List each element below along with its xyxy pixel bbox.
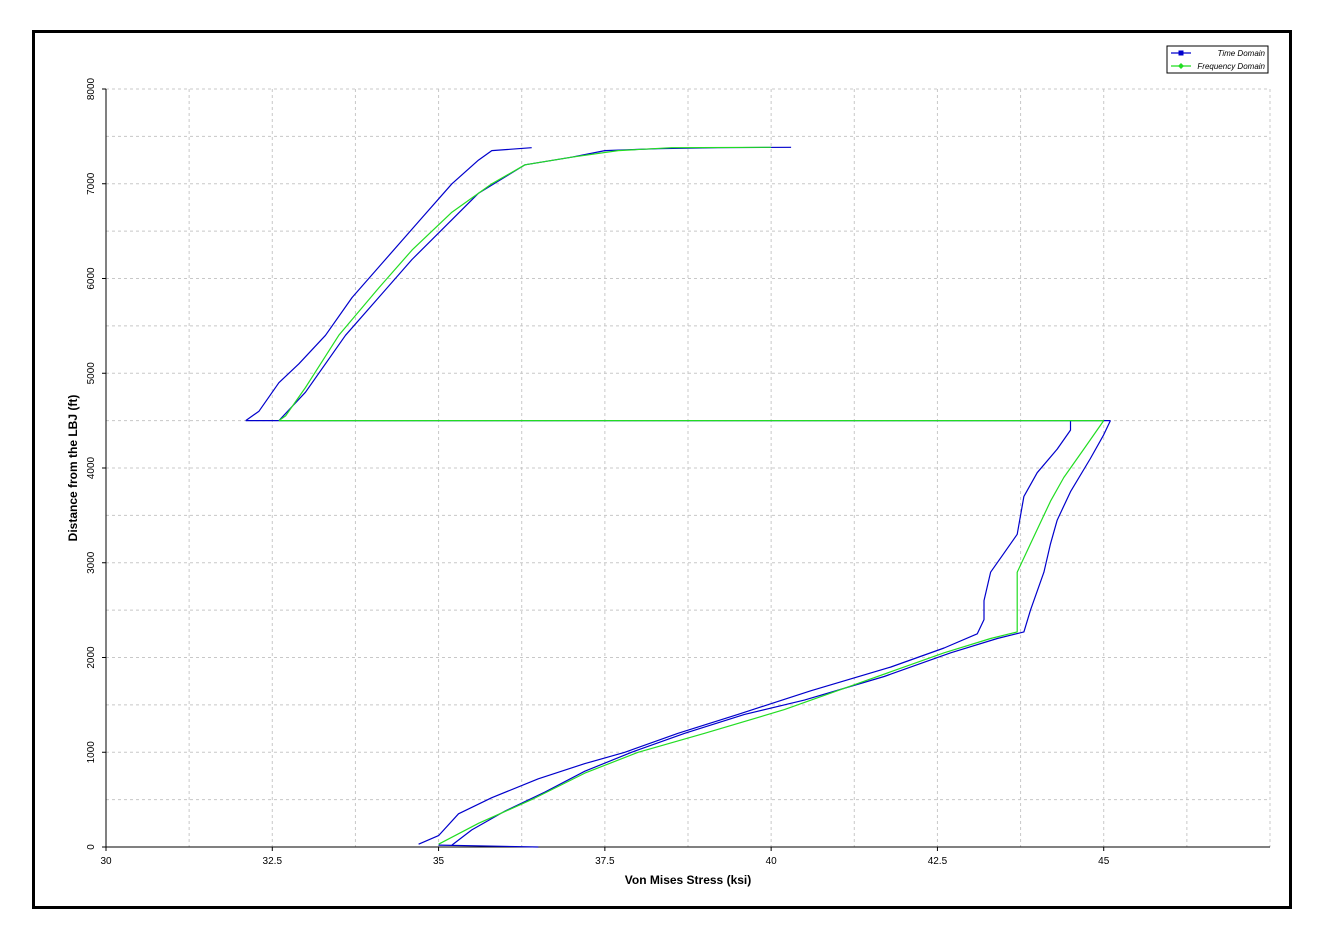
y-tick-label: 7000 [86, 172, 97, 195]
x-tick-label: 37.5 [595, 856, 615, 867]
series-frequency-domain-line [278, 146, 772, 422]
axes [102, 88, 1270, 851]
legend-label: Frequency Domain [1197, 62, 1265, 71]
x-axis-title: Von Mises Stress (ksi) [625, 873, 752, 887]
x-tick-label: 42.5 [928, 856, 948, 867]
chart-canvas: 30 32.5 35 37.5 40 42.5 45 0 1000 2000 3000 4000 500… [66, 45, 1271, 887]
series-time-domain-line [418, 420, 1072, 845]
y-tick-label: 8000 [86, 77, 97, 100]
y-tick-label: 5000 [86, 362, 97, 385]
series-lines [245, 146, 1111, 848]
legend-box [1166, 45, 1269, 74]
series-time-domain-line [245, 147, 532, 422]
series-time-domain-line [438, 844, 539, 848]
y-tick-label: 6000 [86, 267, 97, 290]
grid-lines [106, 88, 1271, 847]
tick-labels: 30 32.5 35 37.5 40 42.5 45 0 1000 2000 3000 4000 500… [86, 77, 1110, 867]
legend-label: Time Domain [1218, 49, 1266, 58]
y-tick-label: 3000 [86, 551, 97, 574]
legend: Time Domain Frequency Domain [1166, 45, 1269, 74]
legend-diamond-marker [1178, 63, 1184, 69]
y-tick-label: 2000 [86, 646, 97, 669]
x-tick-label: 35 [433, 856, 445, 867]
x-tick-label: 30 [100, 856, 112, 867]
x-tick-label: 40 [766, 856, 778, 867]
y-axis-title: Distance from the LBJ (ft) [66, 395, 80, 542]
series-time-domain-line [451, 420, 1111, 846]
y-tick-label: 4000 [86, 456, 97, 479]
series-frequency-domain-line [438, 420, 1105, 845]
y-tick-label: 1000 [86, 741, 97, 764]
chart-frame: 30 32.5 35 37.5 40 42.5 45 0 1000 2000 3000 4000 500… [32, 30, 1292, 909]
y-tick-label: 0 [86, 844, 97, 850]
legend-square-marker [1178, 50, 1184, 56]
x-tick-label: 45 [1098, 856, 1110, 867]
x-tick-label: 32.5 [263, 856, 283, 867]
